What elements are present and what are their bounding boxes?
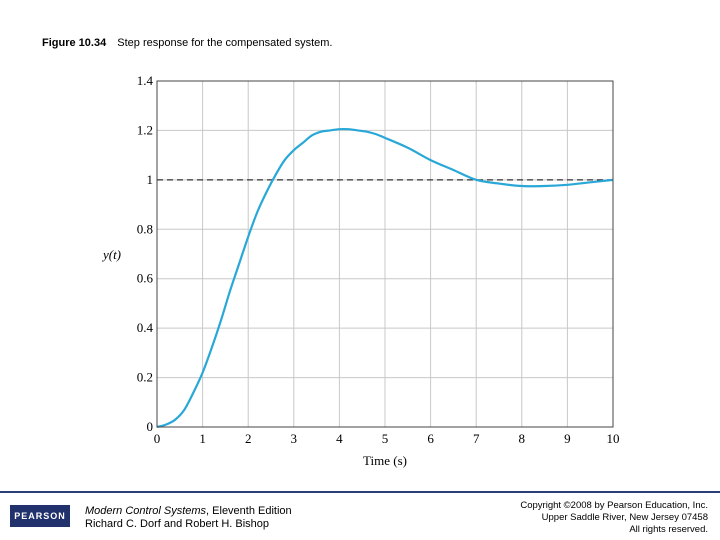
book-edition: , Eleventh Edition [206, 505, 292, 517]
y-tick-label: 0.2 [137, 370, 153, 385]
x-tick-label: 10 [607, 431, 620, 446]
book-authors: Richard C. Dorf and Robert H. Bishop [85, 518, 270, 530]
x-tick-label: 0 [154, 431, 161, 446]
footer-divider [0, 491, 720, 493]
y-tick-label: 0 [147, 419, 154, 434]
figure-number: Figure 10.34 [42, 37, 107, 49]
y-tick-label: 0.8 [137, 221, 153, 236]
series-line-y-of-t [156, 127, 614, 429]
x-axis-label: Time (s) [363, 453, 407, 468]
book-info: Modern Control Systems, Eleventh Edition… [85, 505, 292, 531]
y-tick-label: 1 [147, 172, 154, 187]
copyright-line-2: Upper Saddle River, New Jersey 07458 [541, 512, 708, 523]
x-tick-label: 3 [291, 431, 298, 446]
x-tick-label: 1 [199, 431, 206, 446]
x-tick-label: 5 [382, 431, 389, 446]
y-axis-label: y(t) [101, 247, 121, 262]
copyright-line-1: Copyright ©2008 by Pearson Education, In… [520, 500, 708, 511]
y-tick-label: 0.4 [137, 320, 154, 335]
book-title: Modern Control Systems [85, 505, 207, 517]
y-tick-label: 1.4 [137, 73, 154, 88]
copyright-notice: Copyright ©2008 by Pearson Education, In… [520, 500, 708, 536]
y-tick-label: 0.6 [137, 271, 154, 286]
x-tick-label: 8 [519, 431, 526, 446]
x-tick-label: 6 [427, 431, 434, 446]
tick-labels: 0 1 2 3 4 5 6 7 8 9 10 0 0.2 0.4 0.6 0.8 1 1.2 1.4 [137, 73, 620, 446]
x-tick-label: 9 [564, 431, 571, 446]
x-tick-label: 4 [336, 431, 343, 446]
x-tick-label: 7 [473, 431, 480, 446]
plot-frame [156, 80, 614, 428]
figure-caption: Figure 10.34 Step response for the compe… [42, 37, 333, 49]
grid [156, 80, 614, 428]
step-response-chart: 0 1 2 3 4 5 6 7 8 9 10 0 0.2 0.4 0.6 0.8 1 1.2 1.4 Time (s… [101, 73, 620, 468]
y-tick-label: 1.2 [137, 122, 153, 137]
figure-caption-text: Step response for the compensated system… [117, 37, 333, 49]
pearson-logo: PEARSON [10, 505, 70, 527]
x-tick-label: 2 [245, 431, 252, 446]
copyright-line-3: All rights reserved. [629, 524, 708, 535]
